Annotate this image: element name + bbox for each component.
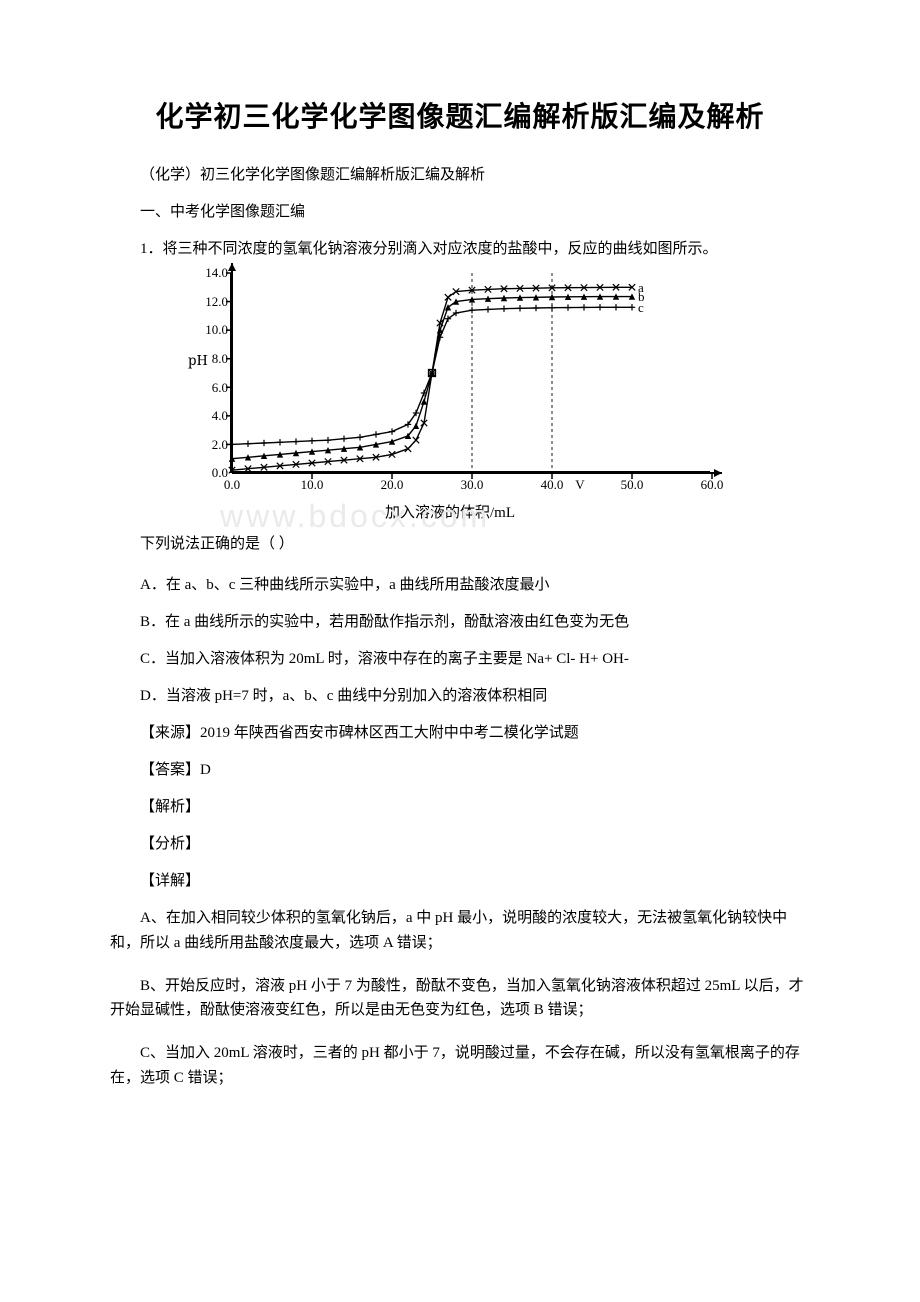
question-prompt: 下列说法正确的是（ ）	[110, 532, 810, 557]
jiexi-line: 【解析】	[110, 795, 810, 816]
y-tick-label: 14.0	[205, 265, 228, 281]
option-b: B．在 a 曲线所示的实验中，若用酚酞作指示剂，酚酞溶液由红色变为无色	[110, 610, 810, 631]
y-tick-label: 12.0	[205, 294, 228, 310]
answer-line: 【答案】D	[110, 758, 810, 779]
titration-chart: 0.02.04.06.08.010.012.014.00.010.020.030…	[170, 273, 730, 522]
series-label-c: c	[638, 300, 644, 316]
detail-a: A、在加入相同较少体积的氢氧化钠后，a 中 pH 最小，说明酸的浓度较大，无法被…	[110, 906, 810, 956]
x-tick-label: 60.0	[701, 477, 724, 493]
x-axis-label: 加入溶液的体积/mL	[170, 501, 730, 522]
x-unit-marker: V	[575, 477, 584, 493]
detail-c: C、当加入 20mL 溶液时，三者的 pH 都小于 7，说明酸过量，不会存在碱，…	[110, 1041, 810, 1091]
y-tick-label: 4.0	[212, 408, 228, 424]
x-tick-label: 40.0	[541, 477, 564, 493]
y-tick-label: 6.0	[212, 380, 228, 396]
xiangjie-line: 【详解】	[110, 869, 810, 890]
y-tick-label: 10.0	[205, 322, 228, 338]
x-tick-label: 30.0	[461, 477, 484, 493]
question-stem: 1．将三种不同浓度的氢氧化钠溶液分别滴入对应浓度的盐酸中，反应的曲线如图所示。	[110, 237, 810, 262]
x-tick-label: 50.0	[621, 477, 644, 493]
section-heading: 一、中考化学图像题汇编	[110, 200, 810, 225]
source-line: 【来源】2019 年陕西省西安市碑林区西工大附中中考二模化学试题	[110, 721, 810, 742]
x-tick-label: 20.0	[381, 477, 404, 493]
y-tick-label: 8.0	[212, 351, 228, 367]
option-d: D．当溶液 pH=7 时，a、b、c 曲线中分别加入的溶液体积相同	[110, 684, 810, 705]
paragraph: （化学）初三化学化学图像题汇编解析版汇编及解析	[110, 163, 810, 188]
x-tick-label: 10.0	[301, 477, 324, 493]
fenxi-line: 【分析】	[110, 832, 810, 853]
y-tick-label: 2.0	[212, 437, 228, 453]
option-c: C．当加入溶液体积为 20mL 时，溶液中存在的离子主要是 Na+ Cl- H+…	[110, 647, 810, 668]
page-title: 化学初三化学化学图像题汇编解析版汇编及解析	[110, 95, 810, 135]
x-tick-label: 0.0	[224, 477, 240, 493]
option-a: A．在 a、b、c 三种曲线所示实验中，a 曲线所用盐酸浓度最小	[110, 573, 810, 594]
y-axis-label: pH	[188, 351, 208, 370]
detail-b: B、开始反应时，溶液 pH 小于 7 为酸性，酚酞不变色，当加入氢氧化钠溶液体积…	[110, 974, 810, 1024]
